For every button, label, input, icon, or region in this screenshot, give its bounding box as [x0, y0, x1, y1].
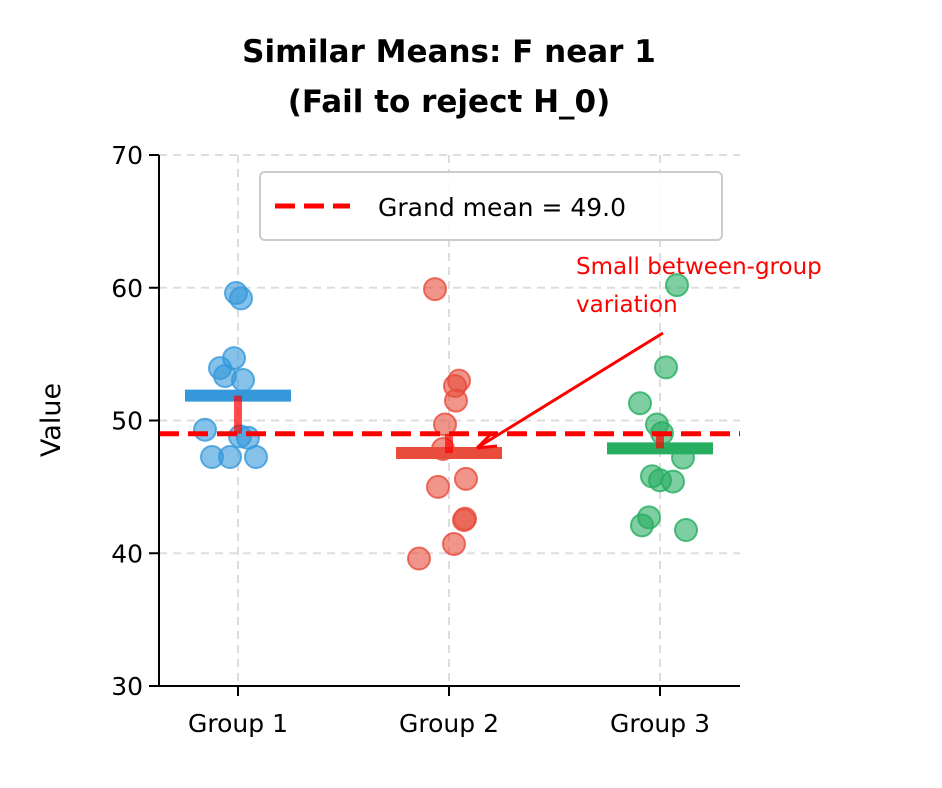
data-point	[444, 388, 468, 413]
annotation: Small between-group variation	[475, 254, 822, 450]
chart-title-line-1: Similar Means: F near 1	[242, 34, 656, 70]
annotation-line-1: Small between-group	[576, 254, 822, 280]
data-point	[218, 445, 242, 470]
data-point	[454, 466, 478, 491]
data-point	[654, 355, 678, 380]
y-tick-label: 70	[111, 141, 143, 170]
data-point	[193, 417, 217, 442]
data-point	[231, 368, 255, 393]
annotation-arrow	[479, 331, 664, 448]
x-tick-label: Group 3	[610, 709, 710, 738]
data-point	[674, 518, 698, 543]
y-axis-label: Value	[36, 383, 67, 457]
data-point	[665, 273, 689, 298]
data-point	[426, 474, 450, 499]
y-tick-label: 50	[111, 407, 143, 436]
data-point	[407, 546, 431, 571]
data-point	[244, 445, 268, 470]
legend-box	[259, 171, 723, 241]
data-point	[423, 277, 447, 302]
data-point	[452, 508, 476, 533]
x-tick-label: Group 2	[399, 709, 499, 738]
annotation-line-2: variation	[576, 292, 678, 318]
legend-label-grand-mean: Grand mean = 49.0	[378, 193, 626, 222]
data-point	[229, 286, 253, 311]
y-tick-label: 40	[111, 539, 143, 568]
data-point	[628, 391, 652, 416]
data-point	[442, 531, 466, 556]
data-point	[648, 468, 672, 493]
x-tick-label: Group 1	[188, 709, 288, 738]
chart-title-line-2: (Fail to reject H_0)	[288, 84, 611, 120]
legend: Grand mean = 49.0	[259, 171, 723, 241]
data-point	[630, 513, 654, 538]
y-tick-label: 30	[111, 672, 143, 701]
annotation-arrowhead	[475, 431, 498, 450]
y-tick-label: 60	[111, 274, 143, 303]
